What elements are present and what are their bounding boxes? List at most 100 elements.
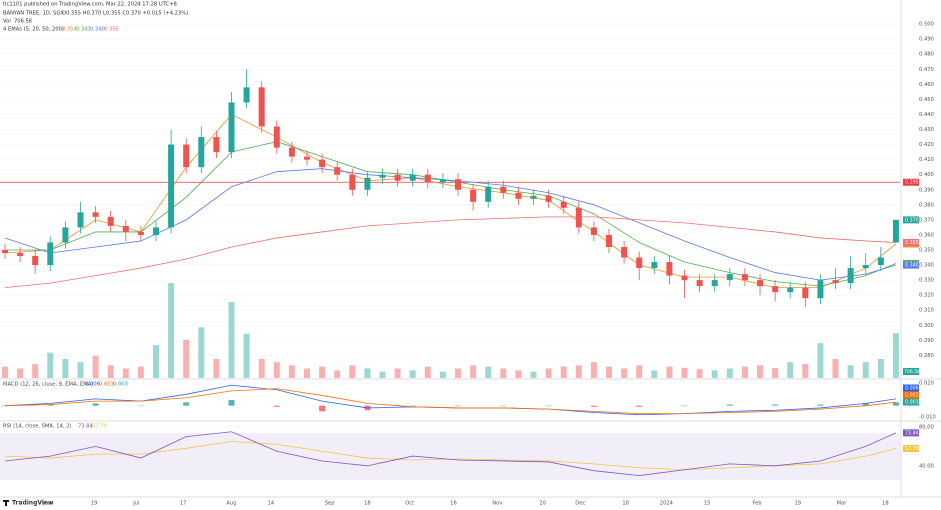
ma-legend-value: 57.79	[92, 424, 107, 430]
price-tag	[903, 445, 919, 453]
x-tick-label: Nov	[492, 501, 502, 507]
macd-histogram-bar	[92, 403, 99, 406]
ema-line	[4, 216, 896, 289]
price-tag-label: 73.84	[905, 430, 919, 436]
candle-body	[122, 225, 129, 232]
rsi-title: RSI (14, close, SMA, 14, 2)	[3, 424, 72, 430]
volume-bar	[545, 368, 552, 378]
candle-body	[273, 126, 280, 148]
price-tag-label: 0.006	[905, 386, 919, 392]
volume-bar	[772, 367, 779, 378]
volume-bar	[515, 370, 522, 378]
volume-bar	[107, 365, 114, 378]
candle-body	[515, 192, 522, 199]
price-tag	[903, 178, 919, 186]
volume-bar	[470, 365, 477, 378]
volume-bar	[258, 359, 265, 378]
y-tick-label: 40.00	[919, 463, 934, 469]
candle-body	[711, 280, 718, 287]
x-tick-label: 18	[622, 501, 629, 507]
x-tick-label: 16	[450, 501, 457, 507]
ema-legend-value: 0.354	[62, 27, 78, 33]
symbol-title: BANYAN TREE, 1D, SGX	[3, 11, 64, 17]
volume-bar	[696, 369, 703, 378]
volume-bar	[228, 302, 235, 378]
macd-histogram-bar	[636, 405, 643, 407]
price-tag-label: 0.003	[905, 393, 919, 399]
candle-body	[847, 268, 854, 284]
price-tag	[903, 238, 919, 246]
candle-body	[500, 186, 507, 193]
candle-body	[349, 174, 356, 190]
y-tick-label: 0.310	[919, 308, 934, 314]
volume-bar	[651, 370, 658, 378]
candle-body	[621, 246, 628, 258]
candle-body	[32, 256, 39, 266]
y-tick-label: 0.390	[919, 187, 934, 193]
price-tag	[903, 429, 919, 437]
macd-histogram-bar	[183, 402, 190, 406]
volume-bar	[787, 362, 794, 378]
volume-bar	[303, 368, 310, 378]
macd-histogram-bar	[228, 400, 235, 406]
volume-bar	[32, 364, 39, 378]
y-tick-label: 0.420	[919, 142, 934, 148]
candle-body	[198, 137, 205, 168]
y-tick-label: 0.290	[919, 338, 934, 344]
volume-tag-label: 706.5K	[904, 369, 921, 375]
candle-body	[379, 174, 386, 178]
candle-body	[213, 137, 220, 153]
candle-body	[757, 280, 764, 287]
x-tick-label: Aug	[226, 501, 236, 507]
volume-tag	[903, 368, 919, 375]
x-tick-label: Feb	[752, 501, 762, 507]
x-tick-label: 18	[364, 501, 371, 507]
volume-bar	[273, 362, 280, 378]
candle-body	[62, 227, 69, 243]
volume-bar	[183, 340, 190, 378]
candle-body	[832, 280, 839, 284]
candle-body	[560, 201, 567, 208]
candle-body	[666, 262, 673, 276]
x-tick-label: 14	[267, 501, 274, 507]
volume-bar	[741, 366, 748, 378]
y-tick-label: 80.00	[919, 424, 934, 430]
x-tick-label: Dec	[575, 501, 585, 507]
volume-bar	[681, 367, 688, 378]
price-tag	[903, 384, 919, 392]
y-tick-label: 0.280	[919, 353, 934, 359]
volume-bar	[334, 370, 341, 378]
candle-body	[424, 174, 431, 183]
candle-body	[288, 147, 295, 157]
y-tick-label: 0.360	[919, 232, 934, 238]
macd-histogram-bar	[319, 405, 326, 412]
candle-body	[92, 212, 99, 217]
macd-histogram-bar	[681, 405, 688, 407]
candle-body	[364, 177, 371, 190]
ema-legend-value: 0.341	[76, 27, 91, 33]
candle-body	[877, 257, 884, 266]
y-tick-label: 0.020	[919, 380, 934, 386]
candle-body	[455, 179, 462, 190]
candle-body	[470, 189, 477, 202]
y-tick-label: 0.450	[919, 97, 934, 103]
macd-title: MACD (12, 26, close, 9, EMA, EMA)	[3, 382, 93, 388]
candle-body	[530, 195, 537, 199]
candle-body	[817, 280, 824, 299]
volume-value: 706.5K	[14, 19, 33, 25]
y-tick-label: 0.500	[919, 22, 934, 28]
candle-body	[107, 216, 114, 226]
x-tick-label: 19	[91, 501, 98, 507]
candle-body	[152, 227, 159, 235]
volume-bar	[62, 359, 69, 378]
y-tick-label: 0.300	[919, 323, 934, 329]
y-tick-label: 0.350	[919, 247, 934, 253]
volume-bar	[666, 366, 673, 378]
candle-body	[183, 144, 190, 168]
x-tick-label: Oct	[405, 501, 414, 507]
volume-bar	[364, 368, 371, 378]
candle-body	[1, 249, 8, 254]
volume-bar	[455, 368, 462, 378]
y-tick-label: 0.410	[919, 157, 934, 163]
